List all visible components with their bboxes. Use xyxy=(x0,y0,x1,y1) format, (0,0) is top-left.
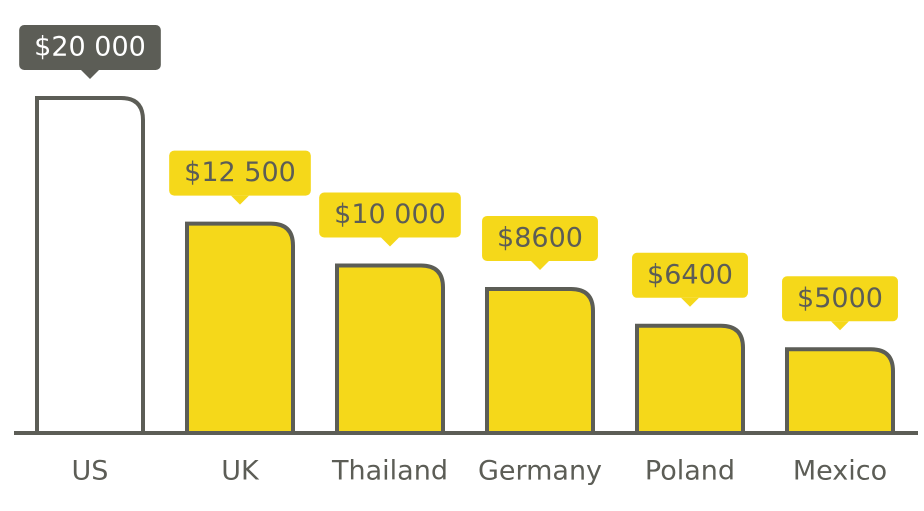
value-label: $12 500 xyxy=(184,157,296,188)
label-box xyxy=(482,215,598,261)
bar xyxy=(35,96,145,433)
label-box xyxy=(782,276,898,322)
bar xyxy=(335,263,445,433)
label-pointer xyxy=(231,195,249,205)
x-tick-label: UK xyxy=(221,456,260,487)
label-box xyxy=(169,150,311,196)
bar xyxy=(185,221,295,433)
x-tick-label: Germany xyxy=(478,456,602,487)
x-tick-label: Poland xyxy=(645,456,735,487)
label-pointer xyxy=(531,260,549,270)
value-label: $5000 xyxy=(797,283,883,314)
x-tick-label: Thailand xyxy=(331,456,448,487)
label-box xyxy=(632,252,748,298)
bar xyxy=(635,323,745,433)
value-label: $6400 xyxy=(647,259,733,290)
x-tick-label: US xyxy=(72,456,109,487)
label-box xyxy=(19,25,161,70)
value-label: $20 000 xyxy=(34,32,146,63)
bar xyxy=(785,347,895,433)
label-pointer xyxy=(831,321,849,331)
value-label: $10 000 xyxy=(334,199,446,230)
bar xyxy=(485,286,595,433)
label-pointer xyxy=(81,70,99,79)
x-tick-label: Mexico xyxy=(793,456,887,487)
label-pointer xyxy=(381,237,399,247)
value-label: $8600 xyxy=(497,222,583,253)
label-pointer xyxy=(681,297,699,307)
label-box xyxy=(319,192,461,238)
